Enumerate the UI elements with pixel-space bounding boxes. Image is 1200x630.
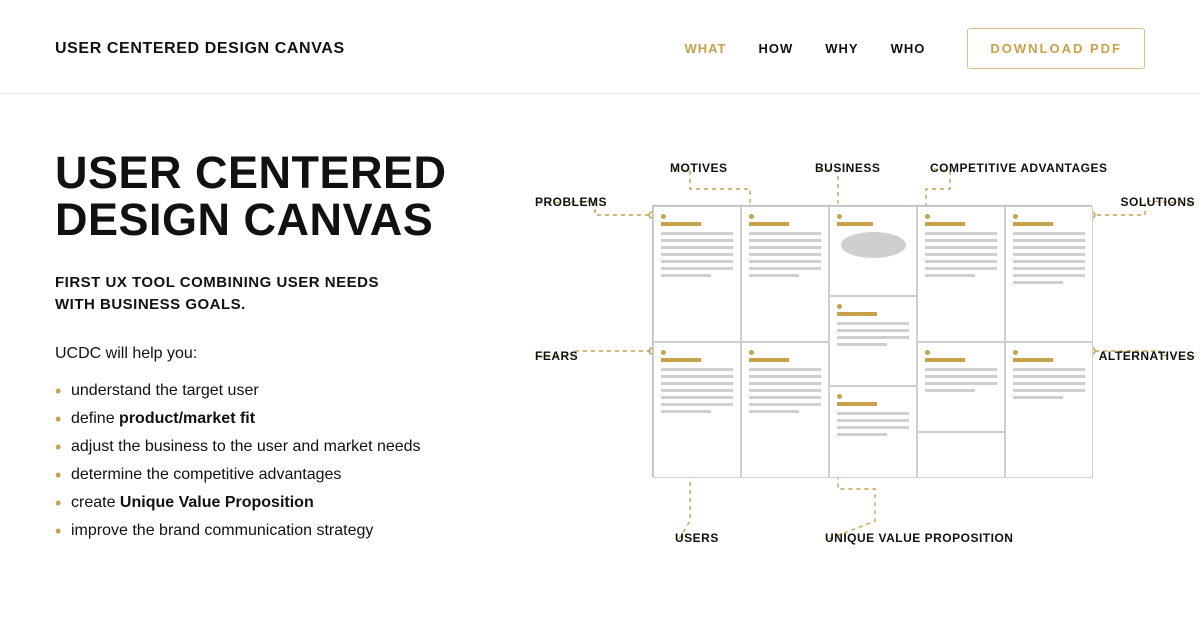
nav-who[interactable]: WHO [891,41,926,56]
diagram-label-business: BUSINESS [815,161,880,175]
subtitle-line-1: FIRST UX TOOL COMBINING USER NEEDS [55,274,379,291]
diagram-label-solutions: SOLUTIONS [1120,195,1195,209]
canvas-cell [829,386,917,478]
nav: WHAT HOW WHY WHO DOWNLOAD PDF [684,28,1145,69]
nav-why[interactable]: WHY [825,41,858,56]
canvas-cell [1005,206,1093,342]
title-line-2: DESIGN CANVAS [55,194,433,245]
list-item: adjust the business to the user and mark… [55,433,535,461]
header: USER CENTERED DESIGN CANVAS WHAT HOW WHY… [0,0,1200,94]
canvas-cell [741,342,829,478]
canvas-cell [1005,342,1093,478]
download-pdf-button[interactable]: DOWNLOAD PDF [967,28,1145,69]
list-item: determine the competitive advantages [55,461,535,489]
canvas-cell [917,206,1005,342]
bullet-list: understand the target userdefine product… [55,377,535,545]
title-line-1: USER CENTERED [55,147,447,198]
diagram-label-alternatives: ALTERNATIVES [1099,349,1195,363]
list-item: define product/market fit [55,405,535,433]
diagram-label-problems: PROBLEMS [535,195,607,209]
diagram-label-users: USERS [675,531,719,545]
diagram-label-fears: FEARS [535,349,578,363]
canvas-cell [653,206,741,342]
nav-how[interactable]: HOW [758,41,793,56]
canvas-cell [741,206,829,342]
canvas-cell [829,296,917,386]
diagram-label-competitive: COMPETITIVE ADVANTAGES [930,161,1107,175]
canvas-cell [917,342,1005,432]
diagram: PROBLEMS MOTIVES BUSINESS COMPETITIVE ADVAN… [535,149,1200,579]
page-title: USER CENTERED DESIGN CANVAS [55,149,535,244]
canvas-grid [652,205,1092,477]
main: USER CENTERED DESIGN CANVAS FIRST UX TOO… [0,94,1200,579]
canvas-cell [829,206,917,296]
canvas-cell [653,342,741,478]
hero-left: USER CENTERED DESIGN CANVAS FIRST UX TOO… [55,149,535,579]
diagram-label-uvp: UNIQUE VALUE PROPOSITION [825,531,1013,545]
list-item: understand the target user [55,377,535,405]
list-item: improve the brand communication strategy [55,517,535,545]
diagram-label-motives: MOTIVES [670,161,728,175]
intro-text: UCDC will help you: [55,345,535,363]
logo: USER CENTERED DESIGN CANVAS [55,40,345,58]
list-item: create Unique Value Proposition [55,489,535,517]
nav-what[interactable]: WHAT [684,41,726,56]
subtitle-line-2: WITH BUSINESS GOALS. [55,296,246,313]
canvas-cell [917,432,1005,478]
subtitle: FIRST UX TOOL COMBINING USER NEEDS WITH … [55,272,535,317]
